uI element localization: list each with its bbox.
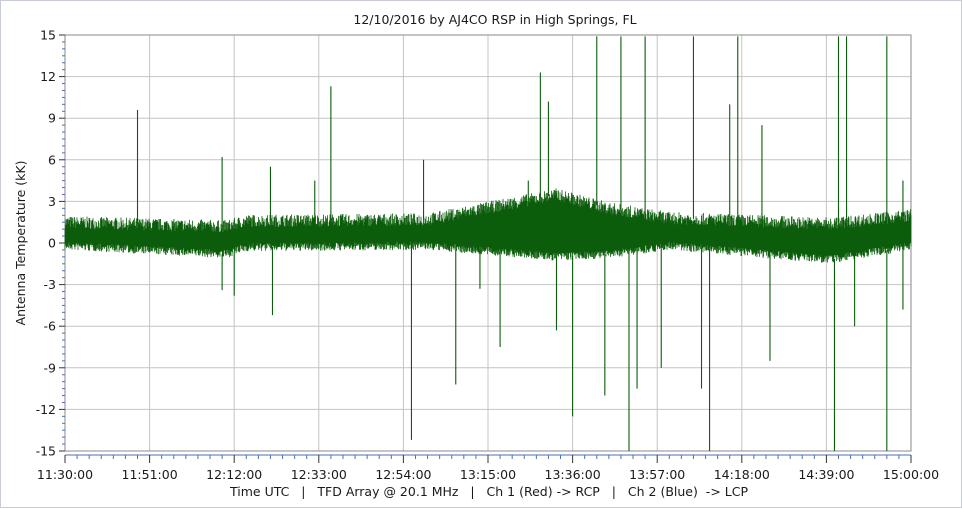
y-tick-label: -12 bbox=[36, 402, 56, 417]
y-tick-label: -9 bbox=[44, 360, 57, 375]
x-tick-label: 14:39:00 bbox=[798, 467, 854, 482]
x-tick-label: 11:51:00 bbox=[122, 467, 178, 482]
x-tick-label: 12:12:00 bbox=[206, 467, 262, 482]
noise-band bbox=[64, 188, 912, 263]
x-tick-label: 13:36:00 bbox=[545, 467, 601, 482]
x-tick-label: 11:30:00 bbox=[37, 467, 93, 482]
y-tick-label: 9 bbox=[48, 111, 56, 126]
y-tick-label: 6 bbox=[48, 152, 56, 167]
data-series bbox=[64, 36, 912, 451]
y-tick-label: -3 bbox=[44, 277, 56, 292]
y-tick-label: 12 bbox=[40, 69, 56, 84]
chart-title: 12/10/2016 by AJ4CO RSP in High Springs,… bbox=[353, 12, 636, 27]
x-axis-label: Time UTC | TFD Array @ 20.1 MHz | Ch 1 (… bbox=[229, 484, 748, 499]
x-tick-label: 13:15:00 bbox=[460, 467, 516, 482]
x-tick-label: 12:33:00 bbox=[291, 467, 347, 482]
y-tick-label: 3 bbox=[48, 194, 56, 209]
x-tick-label: 15:00:00 bbox=[883, 467, 939, 482]
y-tick-label: -6 bbox=[44, 319, 57, 334]
x-tick-label: 12:54:00 bbox=[375, 467, 431, 482]
y-tick-label: 15 bbox=[40, 28, 56, 43]
axes: 15 12 9 6 3 0 -3 -6 -9 -12 -15 11:30:00 11:51:00 12:1… bbox=[36, 28, 940, 483]
y-tick-label: -15 bbox=[36, 444, 56, 459]
x-tick-label: 14:18:00 bbox=[714, 467, 770, 482]
y-tick-label: 0 bbox=[48, 236, 56, 251]
x-tick-label: 13:57:00 bbox=[629, 467, 685, 482]
y-axis-label: Antenna Temperature (kK) bbox=[13, 161, 28, 326]
